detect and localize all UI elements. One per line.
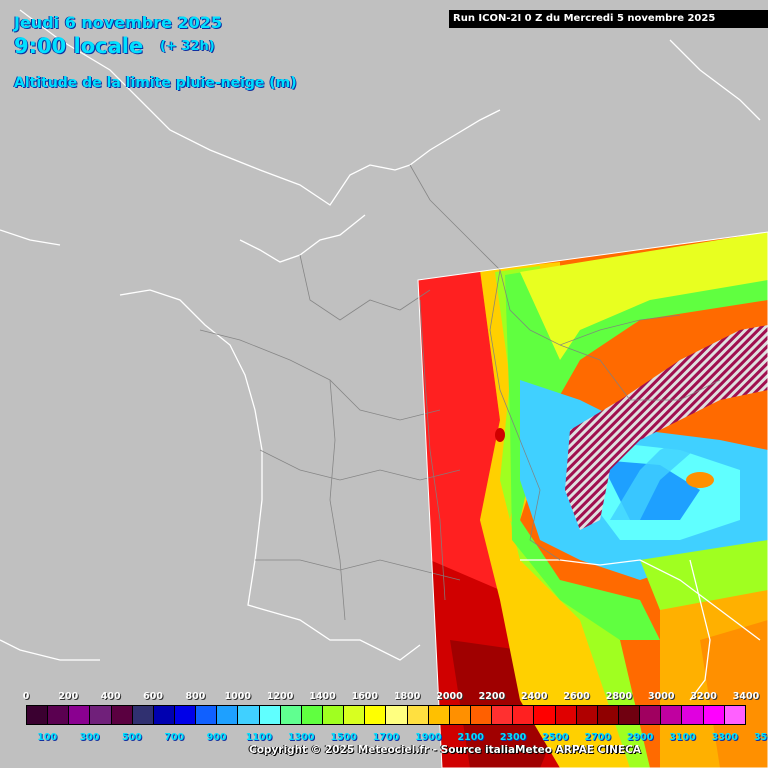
legend-tick-label: 300 <box>79 732 100 743</box>
legend-tick-label: 1900 <box>415 732 442 743</box>
legend-tick-label: 3300 <box>711 732 739 743</box>
legend-tick-label: 500 <box>121 732 142 743</box>
legend-tick-label: 3400 <box>732 691 760 702</box>
legend-tick-label: 3100 <box>669 732 696 743</box>
legend-swatch <box>386 706 408 724</box>
legend-tick-label: 2900 <box>626 732 654 743</box>
legend-swatch <box>449 706 471 724</box>
legend-tick-label: 2600 <box>563 691 590 702</box>
legend-swatch <box>407 706 429 724</box>
legend-swatch <box>280 706 302 724</box>
legend-tick-label: 200 <box>58 691 79 702</box>
legend-tick-label: 1800 <box>393 691 421 702</box>
legend-swatch <box>153 706 175 724</box>
legend-swatch <box>555 706 577 724</box>
domain-outline <box>417 231 768 768</box>
legend-swatch <box>48 706 70 724</box>
legend-tick-label: 1000 <box>224 691 251 702</box>
copyright-text: Copyright © 2025 Meteociel.fr - Source i… <box>249 744 641 756</box>
lead-time: (+ 32h) <box>160 39 215 54</box>
parameter-title: Altitude de la limite pluie-neige (m) <box>14 75 297 91</box>
legend-swatch <box>196 706 218 724</box>
legend-swatch <box>470 706 493 724</box>
legend-swatch <box>724 706 745 724</box>
borders <box>199 164 721 621</box>
legend-tick-label: 2200 <box>478 691 506 702</box>
legend-tick-label: 2500 <box>542 732 569 743</box>
legend-swatch <box>576 706 598 724</box>
legend-swatch <box>492 706 514 724</box>
legend-swatch <box>703 706 725 724</box>
legend-tick-label: 1600 <box>351 691 379 702</box>
legend-tick-label: 1700 <box>372 732 400 743</box>
legend-swatch <box>238 706 260 724</box>
legend-tick-label: 1500 <box>330 732 357 743</box>
legend-swatch <box>69 706 91 724</box>
legend-swatch <box>259 706 281 724</box>
legend-swatch <box>322 706 345 724</box>
legend-swatch <box>618 706 641 724</box>
legend-swatch <box>640 706 662 724</box>
legend-tick-label: 2100 <box>457 732 484 743</box>
legend-tick-label: 400 <box>100 691 121 702</box>
color-legend <box>26 705 746 725</box>
legend-swatch <box>534 706 556 724</box>
legend-tick-label: 0 <box>22 691 30 702</box>
forecast-field <box>418 232 768 768</box>
legend-tick-label: 2300 <box>499 732 527 743</box>
legend-swatch <box>90 706 112 724</box>
legend-swatch <box>682 706 704 724</box>
legend-swatch <box>132 706 154 724</box>
legend-swatch <box>27 706 49 724</box>
run-info: Run ICON-2I 0 Z du Mercredi 5 novembre 2… <box>449 10 768 28</box>
legend-swatch <box>597 706 619 724</box>
legend-tick-label: 700 <box>164 732 185 743</box>
legend-swatch <box>344 706 366 724</box>
legend-swatch <box>661 706 683 724</box>
legend-swatch <box>365 706 387 724</box>
legend-tick-label: 1100 <box>245 732 273 743</box>
legend-tick-label: 100 <box>37 732 58 743</box>
legend-swatch <box>174 706 197 724</box>
legend-tick-label: 2700 <box>584 732 611 743</box>
legend-tick-label: 800 <box>185 691 206 702</box>
legend-swatch <box>301 706 323 724</box>
legend-tick-label: 2800 <box>605 691 633 702</box>
legend-tick-label: 900 <box>206 732 227 743</box>
legend-tick-label: 1300 <box>288 732 315 743</box>
forecast-date: Jeudi 6 novembre 2025 <box>14 13 223 32</box>
legend-tick-label: 2400 <box>521 691 548 702</box>
legend-swatch <box>513 706 535 724</box>
legend-tick-label: 3000 <box>648 691 675 702</box>
legend-tick-label: 1400 <box>309 691 336 702</box>
legend-tick-label: 600 <box>143 691 163 702</box>
legend-tick-label: 3500 <box>753 732 768 743</box>
legend-swatch <box>217 706 239 724</box>
legend-swatch <box>428 706 450 724</box>
legend-swatch <box>111 706 133 724</box>
legend-tick-label: 2000 <box>436 691 463 702</box>
forecast-time: 9:00 locale <box>14 34 144 58</box>
legend-tick-label: 3200 <box>690 691 717 702</box>
legend-tick-label: 1200 <box>266 691 294 702</box>
